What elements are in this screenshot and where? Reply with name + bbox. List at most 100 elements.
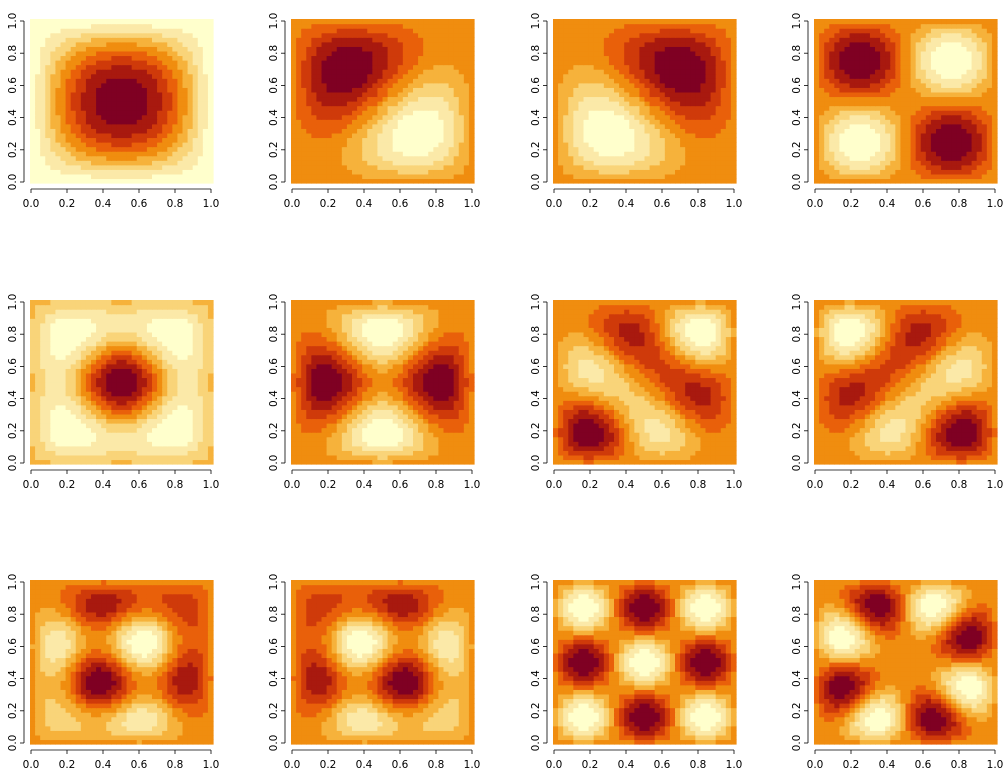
heatmap-cell: [162, 123, 168, 129]
heatmap-cell: [116, 132, 123, 139]
heatmap-cell: [85, 55, 92, 61]
heatmap-cell: [316, 164, 323, 170]
heatmap-cell: [35, 137, 41, 143]
heatmap-cell: [859, 101, 866, 107]
heatmap-cell: [458, 55, 465, 61]
heatmap-cell: [966, 151, 973, 157]
heatmap-cell: [664, 73, 671, 79]
heatmap-cell: [157, 128, 163, 134]
heatmap-cell: [75, 105, 82, 111]
heatmap-cell: [131, 82, 138, 88]
heatmap-cell: [50, 110, 57, 116]
heatmap-cell: [423, 23, 429, 29]
heatmap-cell: [829, 96, 835, 102]
heatmap-cell: [352, 96, 358, 102]
heatmap-cell: [634, 132, 641, 139]
heatmap-cell: [869, 164, 876, 170]
heatmap-cell: [583, 173, 590, 180]
heatmap-cell: [669, 50, 676, 57]
heatmap-cell: [986, 82, 993, 88]
heatmap-cell: [453, 146, 460, 152]
heatmap-cell: [844, 119, 851, 125]
heatmap-cell: [443, 128, 450, 134]
heatmap-cell: [306, 37, 312, 43]
heatmap-cell: [890, 155, 896, 161]
heatmap-cell: [695, 137, 702, 143]
heatmap-cell: [91, 160, 97, 166]
heatmap-cell: [844, 137, 851, 143]
heatmap-cell: [690, 146, 696, 152]
heatmap-cell: [167, 41, 173, 47]
heatmap-cell: [986, 137, 993, 143]
heatmap-cell: [187, 78, 194, 84]
heatmap-cell: [991, 123, 998, 129]
heatmap-cell: [60, 164, 67, 170]
heatmap-cell: [664, 87, 671, 93]
heatmap-cell: [443, 110, 450, 116]
heatmap-cell: [854, 142, 861, 148]
heatmap-cell: [920, 64, 927, 70]
heatmap-cell: [141, 41, 148, 47]
heatmap-cell: [326, 73, 333, 79]
heatmap-cell: [141, 173, 148, 180]
heatmap-cell: [392, 19, 399, 25]
heatmap-cell: [558, 119, 564, 125]
heatmap-cell: [55, 60, 62, 66]
heatmap-cell: [372, 73, 379, 79]
heatmap-cell: [382, 73, 389, 79]
heatmap-cell: [463, 164, 470, 170]
heatmap-cell: [357, 164, 363, 170]
heatmap-cell: [362, 137, 368, 143]
heatmap-cell: [362, 105, 368, 111]
heatmap-cell: [578, 160, 585, 166]
heatmap-cell: [167, 146, 173, 152]
heatmap-cell: [443, 101, 450, 107]
heatmap-cell: [50, 119, 57, 125]
heatmap-cell: [664, 78, 671, 84]
heatmap-cell: [448, 46, 455, 52]
heatmap-cell: [468, 50, 475, 57]
heatmap-cell: [819, 105, 825, 111]
heatmap-cell: [116, 164, 123, 170]
heatmap-cell: [966, 169, 973, 175]
heatmap-cell: [321, 137, 328, 143]
heatmap-cell: [96, 178, 102, 184]
heatmap-cell: [60, 114, 67, 120]
heatmap-cell: [80, 69, 87, 75]
heatmap-cell: [961, 160, 968, 166]
heatmap-cell: [730, 87, 737, 93]
heatmap-cell: [563, 173, 569, 180]
heatmap-cell: [915, 173, 922, 180]
heatmap-cell: [951, 69, 957, 75]
heatmap-cell: [331, 151, 338, 157]
heatmap-cell: [197, 173, 204, 180]
heatmap-cell: [362, 23, 368, 29]
heatmap-cell: [35, 28, 41, 34]
heatmap-cell: [392, 128, 399, 134]
heatmap-cell: [849, 78, 856, 84]
heatmap-cell: [80, 155, 87, 161]
heatmap-cell: [700, 37, 707, 43]
heatmap-cell: [976, 110, 983, 116]
heatmap-cell: [35, 173, 41, 180]
heatmap-cell: [306, 28, 312, 34]
heatmap-cell: [720, 87, 727, 93]
heatmap-cell: [291, 155, 297, 161]
heatmap-cell: [690, 151, 696, 157]
heatmap-cell: [341, 151, 348, 157]
heatmap-cell: [30, 142, 36, 148]
heatmap-cell: [402, 178, 409, 184]
heatmap-cell: [382, 160, 389, 166]
heatmap-cell: [720, 91, 727, 98]
heatmap-cell: [407, 146, 414, 152]
heatmap-cell: [956, 128, 963, 134]
heatmap-cell: [608, 119, 615, 125]
heatmap-cell: [101, 28, 107, 34]
heatmap-cell: [60, 46, 67, 52]
heatmap-cell: [664, 132, 671, 139]
heatmap-cell: [680, 142, 686, 148]
heatmap-cell: [382, 173, 389, 180]
heatmap-cell: [710, 28, 717, 34]
heatmap-cell: [705, 105, 712, 111]
heatmap-cell: [614, 151, 620, 157]
